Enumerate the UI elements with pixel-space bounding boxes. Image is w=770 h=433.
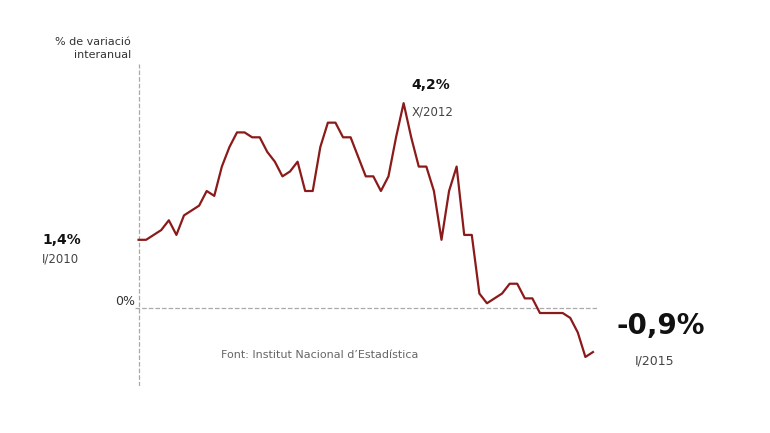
Text: X/2012: X/2012 (411, 106, 453, 119)
Text: % de variació
interanual: % de variació interanual (55, 36, 131, 60)
Text: acn: acn (666, 7, 709, 32)
Text: IPC - GENER 2015: IPC - GENER 2015 (14, 16, 219, 36)
Text: I/2010: I/2010 (42, 253, 79, 266)
Text: 1,4%: 1,4% (42, 233, 81, 247)
Text: 0%: 0% (115, 295, 135, 308)
Text: Agència Catalana de Notícies: Agència Catalana de Notícies (666, 37, 747, 42)
Text: -0,9%: -0,9% (616, 312, 705, 340)
Text: Font: Institut Nacional d’Estadística: Font: Institut Nacional d’Estadística (221, 350, 418, 360)
Text: 4,2%: 4,2% (411, 78, 450, 92)
Text: I/2015: I/2015 (635, 354, 675, 367)
